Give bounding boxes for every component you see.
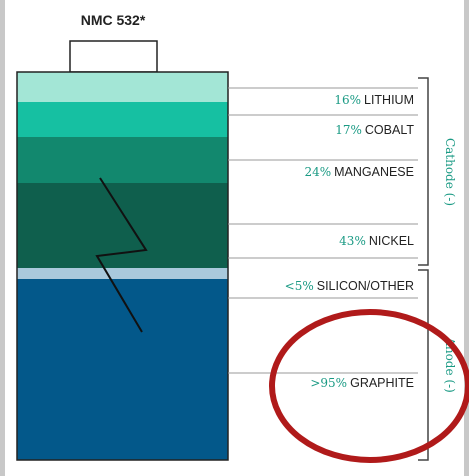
silicon-layer	[17, 268, 228, 279]
highlight-circle	[269, 309, 469, 463]
cathode-bracket	[418, 77, 429, 266]
component-name: COBALT	[365, 123, 414, 137]
lightning	[95, 177, 148, 333]
nickel-layer	[17, 183, 228, 268]
component-name: LITHIUM	[364, 93, 414, 107]
edge	[464, 0, 469, 476]
component-label: 43% NICKEL	[339, 234, 414, 248]
cathode-label: Cathode (-)	[443, 138, 457, 206]
percent: <5%	[285, 279, 314, 293]
battery-body	[16, 71, 229, 461]
manganese-layer	[17, 137, 228, 183]
component-label: >95% GRAPHITE	[310, 376, 414, 390]
lithium-layer	[17, 72, 228, 102]
percent: >95%	[310, 376, 347, 390]
component-name: MANGANESE	[334, 165, 414, 179]
edge	[0, 0, 5, 476]
percent: 17%	[335, 123, 362, 137]
component-label: 16% LITHIUM	[334, 93, 414, 107]
percent: 24%	[304, 165, 331, 179]
percent: 16%	[334, 93, 361, 107]
title: NMC 532*	[81, 12, 146, 28]
component-name: GRAPHITE	[350, 376, 414, 390]
component-name: SILICON/OTHER	[317, 279, 414, 293]
percent: 43%	[339, 234, 366, 248]
anode-bracket	[418, 269, 429, 461]
component-name: NICKEL	[369, 234, 414, 248]
component-label: <5% SILICON/OTHER	[285, 279, 414, 293]
leader-lines	[228, 87, 418, 374]
graphite-layer	[17, 279, 228, 460]
component-label: 24% MANGANESE	[304, 165, 414, 179]
cobalt-layer	[17, 102, 228, 137]
component-label: 17% COBALT	[335, 123, 414, 137]
